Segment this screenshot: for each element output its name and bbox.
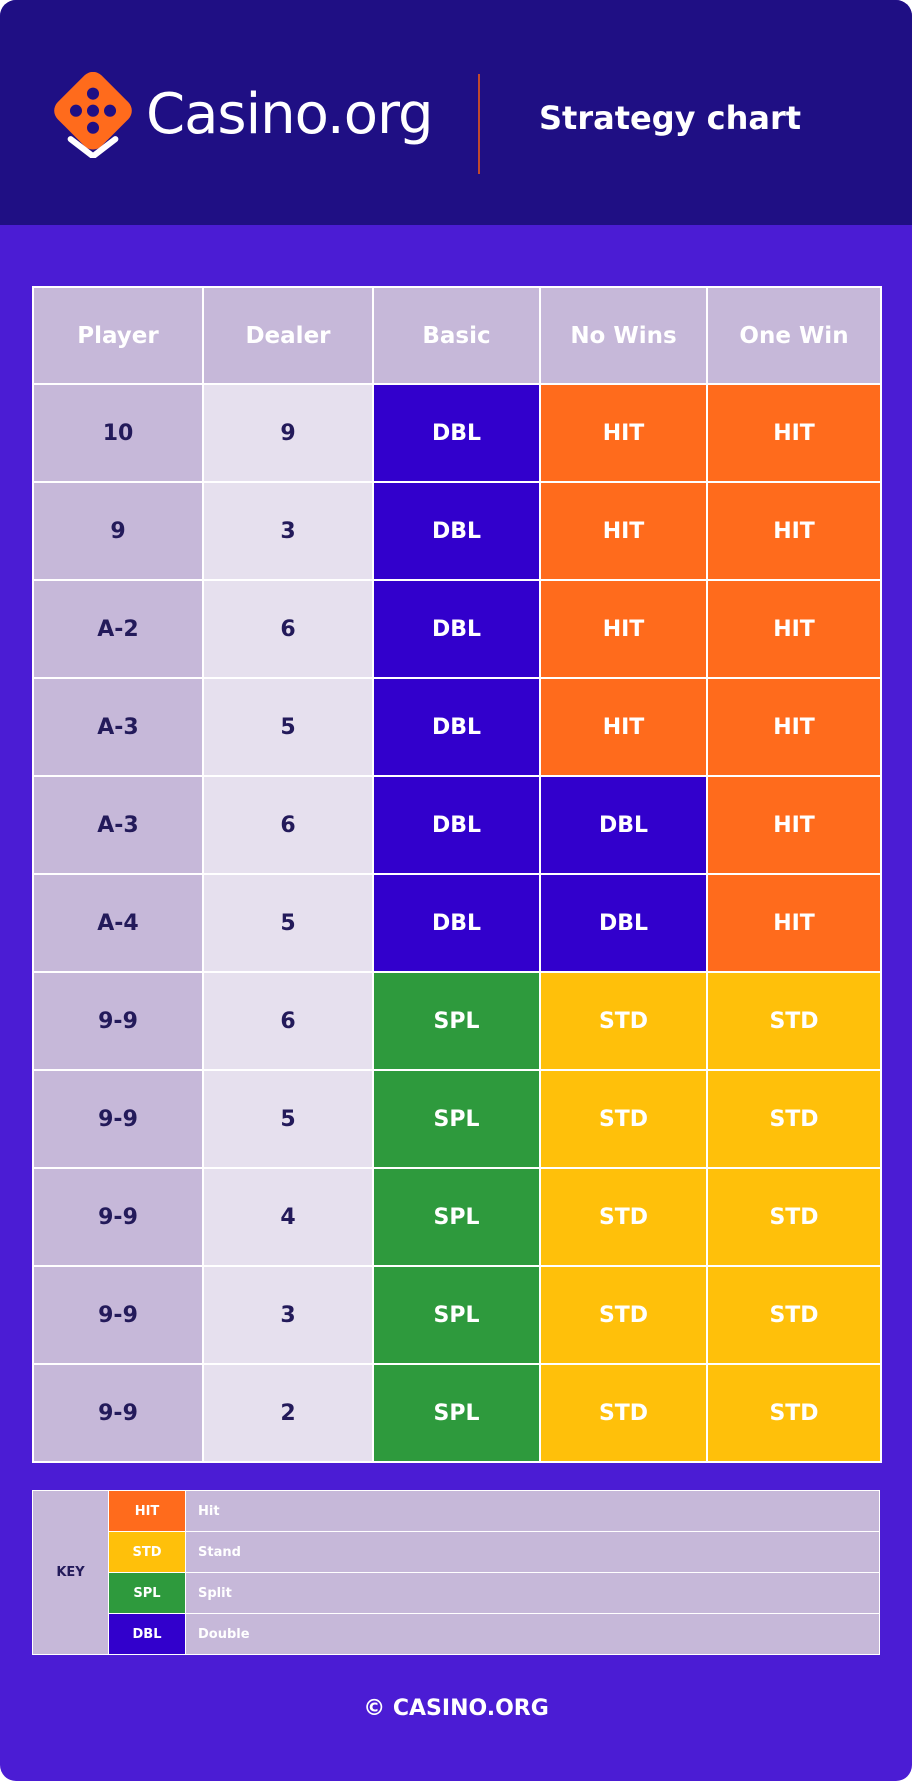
- column-header-dealer: Dealer: [202, 286, 374, 385]
- table-row: A-3 5 DBL HIT HIT: [32, 677, 882, 777]
- key-row: SPL Split: [33, 1572, 880, 1614]
- dealer-card-cell: 5: [202, 873, 374, 973]
- no-wins-action-cell: DBL: [539, 775, 708, 875]
- dealer-card-cell: 9: [202, 383, 374, 483]
- one-win-action-cell: STD: [706, 1069, 882, 1169]
- key-description: Stand: [185, 1531, 880, 1573]
- dealer-card-cell: 6: [202, 579, 374, 679]
- table-row: A-4 5 DBL DBL HIT: [32, 873, 882, 973]
- key-description: Split: [185, 1572, 880, 1614]
- no-wins-action-cell: DBL: [539, 873, 708, 973]
- table-row: 10 9 DBL HIT HIT: [32, 383, 882, 483]
- one-win-action-cell: STD: [706, 971, 882, 1071]
- player-hand-cell: 9-9: [32, 1265, 204, 1365]
- basic-action-cell: DBL: [372, 775, 541, 875]
- key-code-swatch: STD: [108, 1531, 186, 1573]
- dice-logo-icon: [54, 72, 132, 158]
- key-row: STD Stand: [33, 1531, 880, 1573]
- one-win-action-cell: HIT: [706, 481, 882, 581]
- one-win-action-cell: HIT: [706, 775, 882, 875]
- no-wins-action-cell: STD: [539, 971, 708, 1071]
- no-wins-action-cell: STD: [539, 1363, 708, 1463]
- dealer-card-cell: 3: [202, 481, 374, 581]
- player-hand-cell: A-2: [32, 579, 204, 679]
- no-wins-action-cell: HIT: [539, 383, 708, 483]
- player-hand-cell: 9: [32, 481, 204, 581]
- table-row: 9-9 4 SPL STD STD: [32, 1167, 882, 1267]
- one-win-action-cell: HIT: [706, 383, 882, 483]
- table-header-row: Player Dealer Basic No Wins One Win: [32, 286, 882, 385]
- basic-action-cell: SPL: [372, 971, 541, 1071]
- dealer-card-cell: 2: [202, 1363, 374, 1463]
- column-header-player: Player: [32, 286, 204, 385]
- one-win-action-cell: HIT: [706, 677, 882, 777]
- one-win-action-cell: STD: [706, 1363, 882, 1463]
- column-header-basic: Basic: [372, 286, 541, 385]
- table-row: A-2 6 DBL HIT HIT: [32, 579, 882, 679]
- player-hand-cell: 9-9: [32, 1363, 204, 1463]
- copyright-footer: © CASINO.ORG: [363, 1696, 549, 1721]
- no-wins-action-cell: HIT: [539, 579, 708, 679]
- player-hand-cell: A-3: [32, 775, 204, 875]
- key-description: Hit: [185, 1490, 880, 1532]
- no-wins-action-cell: HIT: [539, 481, 708, 581]
- dealer-card-cell: 5: [202, 677, 374, 777]
- table-body: 10 9 DBL HIT HIT 9 3 DBL HIT HIT A-2 6 DBL HIT HIT A-3 5…: [32, 383, 882, 1463]
- header-banner: Casino.org Strategy chart: [0, 0, 912, 225]
- no-wins-action-cell: STD: [539, 1069, 708, 1169]
- key-row: DBL Double: [33, 1613, 880, 1655]
- column-header-no-wins: No Wins: [539, 286, 708, 385]
- table-row: A-3 6 DBL DBL HIT: [32, 775, 882, 875]
- basic-action-cell: SPL: [372, 1363, 541, 1463]
- dealer-card-cell: 3: [202, 1265, 374, 1365]
- player-hand-cell: 9-9: [32, 971, 204, 1071]
- basic-action-cell: SPL: [372, 1265, 541, 1365]
- dealer-card-cell: 4: [202, 1167, 374, 1267]
- table-row: 9 3 DBL HIT HIT: [32, 481, 882, 581]
- key-row: KEY HIT Hit: [32, 1490, 880, 1655]
- no-wins-action-cell: HIT: [539, 677, 708, 777]
- basic-action-cell: DBL: [372, 677, 541, 777]
- basic-action-cell: DBL: [372, 579, 541, 679]
- player-hand-cell: A-3: [32, 677, 204, 777]
- player-hand-cell: A-4: [32, 873, 204, 973]
- basic-action-cell: SPL: [372, 1069, 541, 1169]
- player-hand-cell: 9-9: [32, 1069, 204, 1169]
- table-row: 9-9 3 SPL STD STD: [32, 1265, 882, 1365]
- basic-action-cell: DBL: [372, 873, 541, 973]
- dealer-card-cell: 5: [202, 1069, 374, 1169]
- brand-name: Casino.org: [146, 82, 434, 147]
- table-row: 9-9 2 SPL STD STD: [32, 1363, 882, 1463]
- key-code-swatch: DBL: [108, 1613, 186, 1655]
- column-header-one-win: One Win: [706, 286, 882, 385]
- one-win-action-cell: STD: [706, 1167, 882, 1267]
- basic-action-cell: DBL: [372, 383, 541, 483]
- key-label: KEY: [32, 1490, 109, 1655]
- header-divider: [478, 74, 480, 174]
- dealer-card-cell: 6: [202, 971, 374, 1071]
- basic-action-cell: SPL: [372, 1167, 541, 1267]
- one-win-action-cell: HIT: [706, 873, 882, 973]
- strategy-table: Player Dealer Basic No Wins One Win 10 9 D…: [32, 286, 882, 1463]
- one-win-action-cell: STD: [706, 1265, 882, 1365]
- basic-action-cell: DBL: [372, 481, 541, 581]
- player-hand-cell: 10: [32, 383, 204, 483]
- no-wins-action-cell: STD: [539, 1167, 708, 1267]
- key-legend: KEY HIT Hit STD Stand SPL Split DBL Double: [32, 1490, 880, 1655]
- key-description: Double: [185, 1613, 880, 1655]
- player-hand-cell: 9-9: [32, 1167, 204, 1267]
- table-row: 9-9 5 SPL STD STD: [32, 1069, 882, 1169]
- key-code-swatch: HIT: [108, 1490, 186, 1532]
- table-row: 9-9 6 SPL STD STD: [32, 971, 882, 1071]
- no-wins-action-cell: STD: [539, 1265, 708, 1365]
- page-title: Strategy chart: [538, 99, 802, 137]
- one-win-action-cell: HIT: [706, 579, 882, 679]
- key-code-swatch: SPL: [108, 1572, 186, 1614]
- dealer-card-cell: 6: [202, 775, 374, 875]
